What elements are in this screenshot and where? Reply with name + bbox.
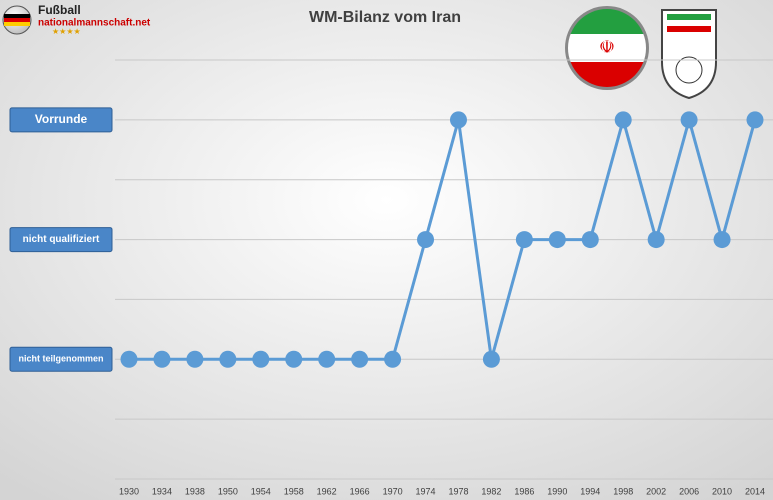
- shield-ball: [675, 56, 703, 84]
- x-tick-label: 1930: [119, 486, 139, 496]
- point: [713, 231, 731, 249]
- y-tick-box: [9, 346, 113, 372]
- x-tick-label: 1978: [448, 486, 468, 496]
- y-tick-label: nicht qualifiziert: [23, 234, 100, 245]
- point: [449, 111, 467, 129]
- y-tick-label: Vorrunde: [35, 112, 88, 126]
- logo-flag-gold: [4, 22, 30, 26]
- point: [186, 350, 204, 368]
- logo-shield: [661, 9, 717, 100]
- x-tick-label: 1982: [481, 486, 501, 496]
- x-tick-label: 2006: [679, 486, 699, 496]
- x-tick-label: 2014: [745, 486, 765, 496]
- logo-stars: ★★★★: [52, 27, 81, 36]
- point: [252, 350, 270, 368]
- x-tick-label: 1938: [185, 486, 205, 496]
- y-tick-box: [9, 107, 113, 133]
- x-tick-label: 2010: [712, 486, 732, 496]
- logo-flag-black: [4, 14, 30, 18]
- x-tick-label: 1974: [416, 486, 436, 496]
- x-tick-label: 1986: [514, 486, 534, 496]
- x-tick-label: 2002: [646, 486, 666, 496]
- federation-logo: [661, 9, 717, 100]
- y-tick-box: [9, 227, 113, 253]
- x-tick-label: 1994: [580, 486, 600, 496]
- point: [153, 350, 171, 368]
- flag-emblem: ☫: [599, 37, 615, 57]
- point: [318, 350, 336, 368]
- logo-flag-red: [4, 18, 30, 22]
- flag-white: [568, 34, 646, 62]
- shield-red: [667, 26, 711, 32]
- point: [285, 350, 303, 368]
- point: [482, 350, 500, 368]
- x-tick-label: 1954: [251, 486, 271, 496]
- x-tick-label: 1962: [317, 486, 337, 496]
- logo-url: nationalmannschaft.net: [38, 18, 151, 29]
- y-tick-label: nicht teilgenommen: [18, 354, 103, 364]
- point: [417, 231, 435, 249]
- point: [548, 231, 566, 249]
- point: [647, 231, 665, 249]
- point: [384, 350, 402, 368]
- point: [351, 350, 369, 368]
- point: [581, 231, 599, 249]
- x-tick-label: 1998: [613, 486, 633, 496]
- point: [120, 350, 138, 368]
- point: [219, 350, 237, 368]
- x-tick-label: 1990: [547, 486, 567, 496]
- point: [680, 111, 698, 129]
- logo-text: Fußball: [38, 3, 81, 17]
- point: [515, 231, 533, 249]
- x-tick-label: 1970: [383, 486, 403, 496]
- shield-green: [667, 14, 711, 20]
- site-logo: Fußball nationalmannschaft.net ★★★★: [2, 3, 151, 36]
- x-tick-label: 1958: [284, 486, 304, 496]
- chart-title: WM-Bilanz vom Iran: [309, 9, 461, 26]
- point: [614, 111, 632, 129]
- x-tick-label: 1966: [350, 486, 370, 496]
- x-tick-label: 1950: [218, 486, 238, 496]
- point: [746, 111, 764, 129]
- x-tick-label: 1934: [152, 486, 172, 496]
